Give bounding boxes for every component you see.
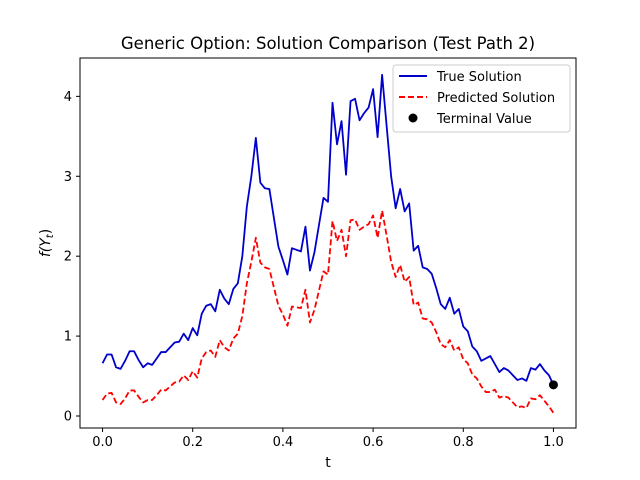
x-tick-label: 0.0 [92,435,113,450]
plot-frame [79,57,577,429]
y-tick-label: 2 [64,250,72,265]
marker-layer [548,380,558,390]
marker-terminal-value [548,380,558,390]
x-axis-ticks: 0.0 0.2 0.4 0.6 0.8 1.0 [92,428,564,450]
chart-title: Generic Option: Solution Comparison (Tes… [121,34,535,53]
legend-box [392,64,571,133]
y-tick-label: 1 [64,330,72,345]
series-layer [101,73,555,414]
x-tick-label: 0.8 [453,435,474,450]
series-line-true-solution [101,73,555,386]
x-axis-label: t [325,455,331,471]
x-tick-label: 0.4 [273,435,294,450]
legend-label-terminal-value: Terminal Value [436,112,532,127]
x-tick-label: 0.6 [363,435,384,450]
x-tick-label: 1.0 [543,435,564,450]
legend-label-predicted-solution: Predicted Solution [437,91,555,106]
legend: True Solution Predicted Solution Termina… [392,64,571,133]
y-tick-label: 3 [64,170,72,185]
y-axis-ticks: 0 1 2 3 4 [64,90,80,425]
y-tick-label: 0 [64,410,72,425]
legend-swatch-terminal-value [408,113,418,123]
y-tick-label: 4 [64,90,72,105]
y-axis-label: f(Yt) [38,229,56,257]
x-tick-label: 0.2 [182,435,203,450]
legend-label-true-solution: True Solution [436,70,522,85]
